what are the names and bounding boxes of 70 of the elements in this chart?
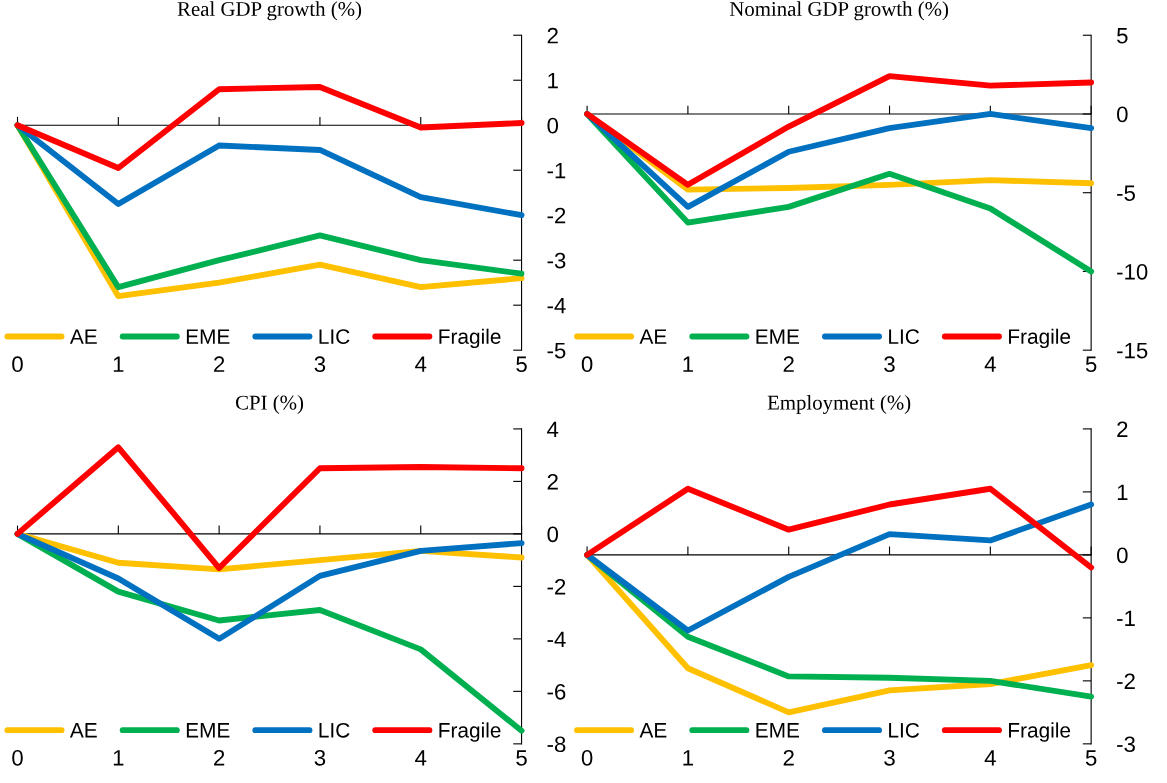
- y-tick-label: 2: [1117, 421, 1128, 437]
- y-tick-label: 0: [1117, 547, 1128, 564]
- x-tick-label: 0: [12, 749, 23, 766]
- x-tick-label: 0: [581, 356, 593, 373]
- legend-label: Fragile: [439, 722, 501, 742]
- legend-label: Fragile: [1009, 328, 1071, 349]
- y-tick-label: 1: [548, 72, 558, 89]
- y-tick-label: 0: [547, 117, 559, 134]
- y-tick-label: 5: [1117, 28, 1128, 44]
- x-tick-label: 4: [984, 356, 996, 372]
- legend-label: AE: [639, 723, 667, 738]
- x-tick-label: 1: [683, 356, 693, 372]
- legend-label: LIC: [889, 329, 920, 344]
- x-tick-label: 2: [214, 749, 225, 766]
- x-tick-label: 5: [516, 750, 527, 766]
- x-tick-label: 1: [683, 750, 693, 766]
- y-tick-label: 0: [1117, 106, 1128, 123]
- x-tick-label: 4: [415, 750, 427, 766]
- y-tick-label: -8: [547, 736, 566, 753]
- y-tick-label: -1: [547, 162, 566, 179]
- y-tick-label: -6: [547, 683, 566, 700]
- x-tick-label: 3: [884, 749, 895, 766]
- y-tick-label: 4: [547, 421, 559, 437]
- y-tick-label: 1: [1117, 484, 1128, 500]
- chart-title: Employment (%): [767, 395, 911, 414]
- x-tick-label: 3: [314, 356, 326, 373]
- chart-title: CPI (%): [235, 395, 304, 414]
- chart-title: Real GDP growth (%): [177, 1, 362, 21]
- x-tick-label: 0: [12, 356, 23, 373]
- y-tick-label: 0: [547, 526, 559, 543]
- y-tick-label: -2: [547, 578, 566, 595]
- x-tick-label: 2: [783, 356, 794, 372]
- x-tick-label: 4: [415, 356, 427, 372]
- legend-label: LIC: [319, 722, 350, 738]
- legend-label: EME: [186, 329, 230, 344]
- x-tick-label: 5: [1085, 356, 1097, 373]
- y-tick-label: -3: [1117, 736, 1135, 753]
- y-tick-label: 2: [547, 473, 558, 490]
- x-tick-label: 2: [783, 749, 794, 766]
- x-tick-label: 3: [884, 356, 895, 373]
- x-tick-label: 1: [113, 356, 124, 372]
- x-tick-label: 0: [581, 749, 593, 766]
- y-tick-label: -5: [1117, 185, 1135, 201]
- y-tick-label: -15: [1117, 342, 1148, 359]
- y-tick-label: 2: [547, 27, 558, 44]
- legend-label: EME: [186, 723, 230, 738]
- legend-label: LIC: [889, 722, 920, 738]
- x-tick-label: 2: [214, 356, 225, 372]
- x-tick-label: 4: [984, 750, 996, 766]
- legend-label: AE: [69, 723, 97, 738]
- legend-label: AE: [639, 329, 667, 344]
- x-tick-label: 5: [516, 356, 527, 373]
- x-tick-label: 5: [1085, 750, 1097, 766]
- legend-label: Fragile: [439, 328, 501, 349]
- legend-label: LIC: [319, 329, 350, 344]
- legend-label: EME: [756, 329, 800, 344]
- y-tick-label: -10: [1117, 263, 1148, 280]
- x-tick-label: 1: [113, 750, 124, 766]
- y-tick-label: -2: [547, 207, 566, 224]
- y-tick-label: -1: [1117, 610, 1135, 626]
- legend-label: EME: [756, 723, 800, 738]
- x-tick-label: 3: [314, 749, 326, 766]
- y-tick-label: -4: [547, 297, 566, 314]
- chart-title: Nominal GDP growth (%): [729, 1, 949, 21]
- legend-label: AE: [69, 329, 97, 344]
- y-tick-label: -2: [1117, 673, 1135, 689]
- y-tick-label: -5: [547, 342, 566, 359]
- y-tick-label: -3: [547, 252, 566, 269]
- y-tick-label: -4: [547, 631, 566, 647]
- legend-label: Fragile: [1009, 722, 1071, 742]
